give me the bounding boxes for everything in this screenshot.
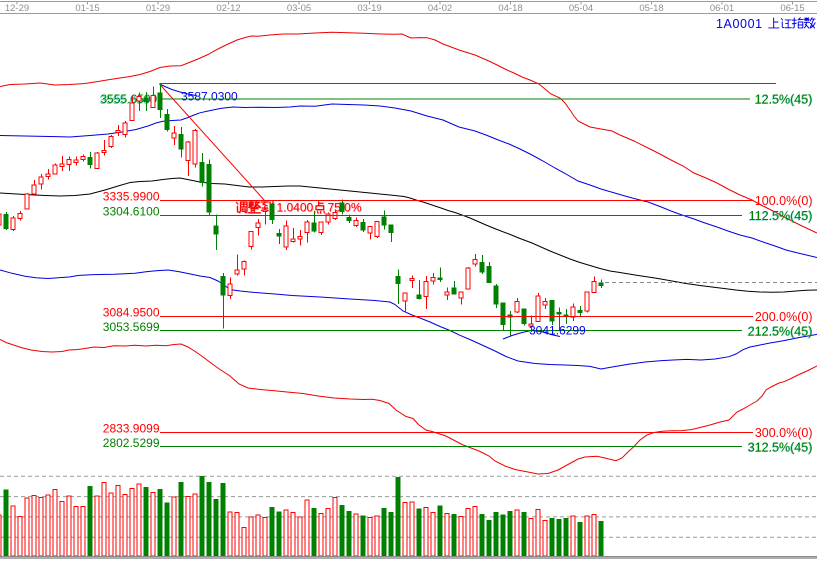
svg-text:04-02: 04-02 — [428, 3, 452, 14]
svg-text:05-18: 05-18 — [639, 3, 663, 14]
svg-text:12-29: 12-29 — [5, 3, 29, 14]
svg-text:3084.9500: 3084.9500 — [103, 306, 160, 320]
svg-text:3053.5699: 3053.5699 — [103, 320, 160, 334]
svg-text:212.5%(45): 212.5%(45) — [747, 325, 812, 339]
svg-text:312.5%(45): 312.5%(45) — [747, 441, 812, 455]
svg-text:03-05: 03-05 — [287, 3, 311, 14]
svg-text:01-15: 01-15 — [75, 3, 99, 14]
svg-text:112.5%(45): 112.5%(45) — [749, 209, 813, 223]
svg-text:3555.6500: 3555.6500 — [100, 93, 157, 107]
svg-text:75.0%: 75.0% — [328, 200, 362, 214]
svg-text:112.5%(45): 112.5%(45) — [748, 210, 812, 224]
svg-text:300.0%(0): 300.0%(0) — [755, 426, 813, 440]
svg-text:12.5%(45): 12.5%(45) — [755, 93, 813, 107]
svg-text:2833.9099: 2833.9099 — [103, 422, 160, 436]
svg-text:212.5%(45): 212.5%(45) — [748, 324, 813, 338]
svg-text:75.0%: 75.0% — [328, 201, 362, 215]
svg-text:03-19: 03-19 — [357, 3, 381, 14]
svg-text:100.0%(0): 100.0%(0) — [755, 194, 813, 208]
svg-text:1.0400: 1.0400 — [277, 200, 314, 214]
svg-text:312.5%(45): 312.5%(45) — [748, 440, 813, 454]
svg-text:2802.5299: 2802.5299 — [103, 436, 160, 450]
svg-text:3555.6500: 3555.6500 — [101, 92, 158, 106]
svg-text:1A0001: 1A0001 — [716, 17, 763, 31]
svg-text:3304.6100: 3304.6100 — [103, 204, 160, 218]
svg-text:04-18: 04-18 — [498, 3, 522, 14]
svg-text:02-12: 02-12 — [216, 3, 240, 14]
svg-text:12.5%(45): 12.5%(45) — [754, 93, 812, 107]
svg-text:3335.9900: 3335.9900 — [103, 190, 160, 204]
svg-text:05-04: 05-04 — [569, 3, 593, 14]
svg-text:01-29: 01-29 — [146, 3, 170, 14]
svg-text:3041.6299: 3041.6299 — [529, 324, 586, 338]
svg-text:1.0400: 1.0400 — [277, 201, 314, 215]
svg-text:06-15: 06-15 — [780, 3, 804, 14]
svg-text:3587.0300: 3587.0300 — [181, 90, 238, 104]
svg-text:200.0%(0): 200.0%(0) — [755, 310, 813, 324]
svg-text:06-01: 06-01 — [710, 3, 734, 14]
